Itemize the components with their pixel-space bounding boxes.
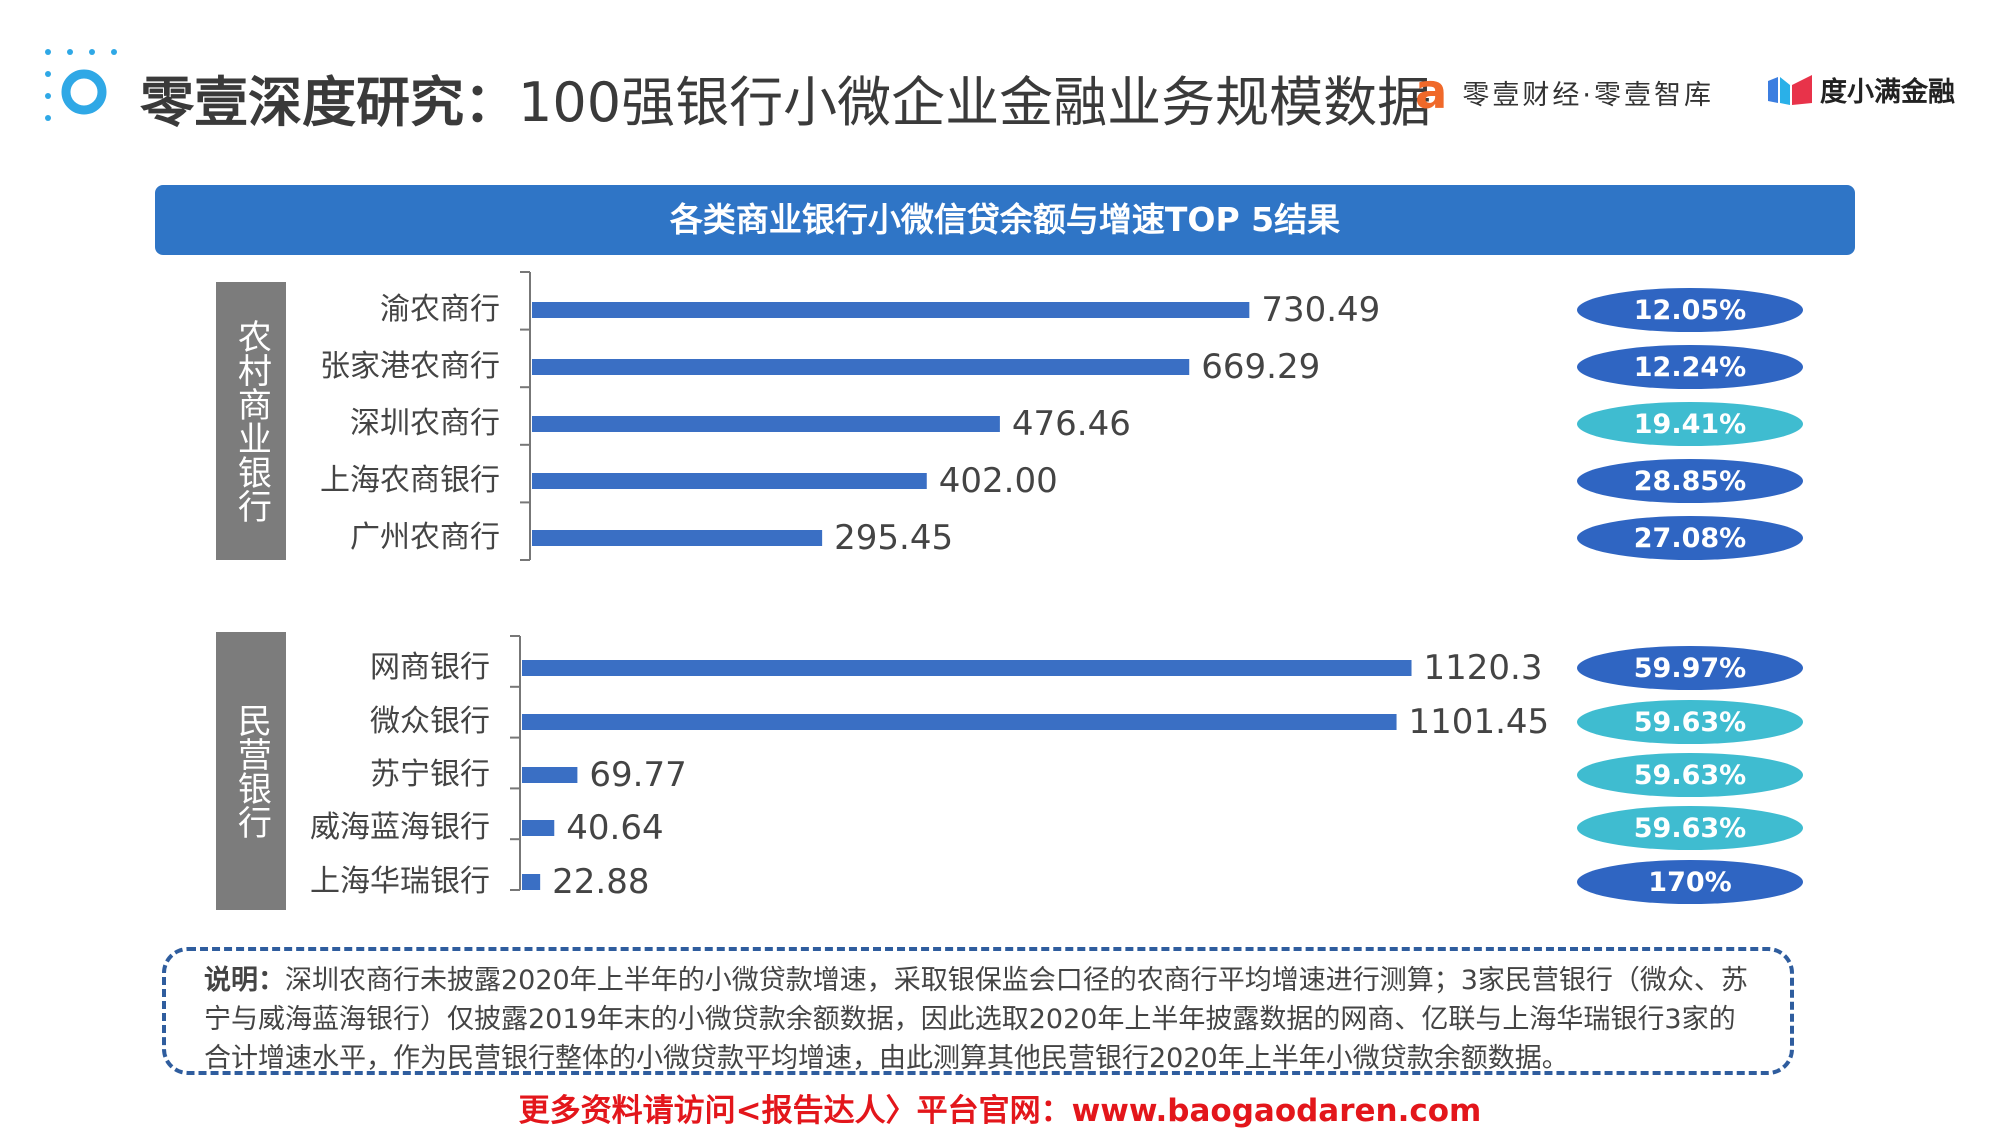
data-label: 402.00 <box>938 461 1058 501</box>
growth-rate-badge: 12.05% <box>1577 288 1803 332</box>
category-label: 广州农商行 <box>350 520 500 555</box>
category-label: 上海农商银行 <box>320 463 500 498</box>
lingyi-logo-icon: a <box>1415 64 1451 120</box>
data-label: 22.88 <box>552 862 650 902</box>
bar <box>522 660 1412 676</box>
category-label: 微众银行 <box>370 704 490 739</box>
growth-rate-badge: 12.24% <box>1577 345 1803 389</box>
category-label: 威海蓝海银行 <box>310 810 490 845</box>
chart-banner: 各类商业银行小微信贷余额与增速TOP 5结果 <box>155 185 1855 255</box>
brand-lingyi-text: 零壹财经·零壹智库 <box>1462 79 1714 111</box>
category-label: 张家港农商行 <box>320 349 500 384</box>
data-label: 669.29 <box>1201 347 1321 387</box>
growth-rate-badge: 27.08% <box>1577 516 1803 560</box>
category-label: 网商银行 <box>370 650 490 685</box>
group-label-rural-text: 农村商业银行 <box>231 319 272 523</box>
bar <box>522 820 555 836</box>
data-label: 40.64 <box>566 808 664 848</box>
page-title: 零壹深度研究：100强银行小微企业金融业务规模数据 <box>140 58 1431 137</box>
data-label: 730.49 <box>1261 290 1381 330</box>
brand-lingyi: a 零壹财经·零壹智库 <box>1415 68 1714 116</box>
bar <box>522 714 1397 730</box>
data-label: 295.45 <box>834 518 954 558</box>
bar <box>532 530 823 546</box>
category-label: 苏宁银行 <box>370 757 490 792</box>
category-label: 深圳农商行 <box>350 406 500 441</box>
logo-icon <box>45 49 117 121</box>
bar <box>522 767 578 783</box>
page-title-rest: 100强银行小微企业金融业务规模数据 <box>518 71 1432 134</box>
brand-duxiaoman-text: 度小满金融 <box>1820 77 1955 108</box>
growth-rate-badge: 59.63% <box>1577 700 1803 744</box>
group-label-private: 民营银行 <box>216 632 286 910</box>
category-label: 渝农商行 <box>380 292 500 327</box>
bar <box>532 473 927 489</box>
note-label: 说明： <box>204 965 285 996</box>
data-label: 69.77 <box>589 755 687 795</box>
duxiaoman-logo-icon <box>1768 74 1812 105</box>
growth-rate-badge: 59.63% <box>1577 806 1803 850</box>
bar <box>522 874 541 890</box>
note-text: 深圳农商行未披露2020年上半年的小微贷款增速，采取银保监会口径的农商行平均增速… <box>204 965 1748 1075</box>
data-label: 1120.3 <box>1423 648 1543 688</box>
footer-link-text: 更多资料请访问<报告达人〉平台官网：www.baogaodaren.com <box>518 1093 1482 1129</box>
page-title-bold: 零壹深度研究： <box>140 71 518 134</box>
group-label-rural: 农村商业银行 <box>216 282 286 560</box>
bar <box>532 359 1190 375</box>
growth-rate-badge: 28.85% <box>1577 459 1803 503</box>
growth-rate-badge: 170% <box>1577 860 1803 904</box>
growth-rate-badge: 59.97% <box>1577 646 1803 690</box>
note-box: 说明：深圳农商行未披露2020年上半年的小微贷款增速，采取银保监会口径的农商行平… <box>162 947 1794 1075</box>
data-label: 1101.45 <box>1408 702 1550 742</box>
category-label: 上海华瑞银行 <box>310 864 490 899</box>
growth-rate-badge: 59.63% <box>1577 753 1803 797</box>
growth-rate-badge: 19.41% <box>1577 402 1803 446</box>
brand-duxiaoman: 度小满金融 <box>1768 70 1955 109</box>
bar <box>532 302 1250 318</box>
group-label-private-text: 民营银行 <box>231 703 272 839</box>
data-label: 476.46 <box>1011 404 1131 444</box>
bar <box>532 416 1000 432</box>
